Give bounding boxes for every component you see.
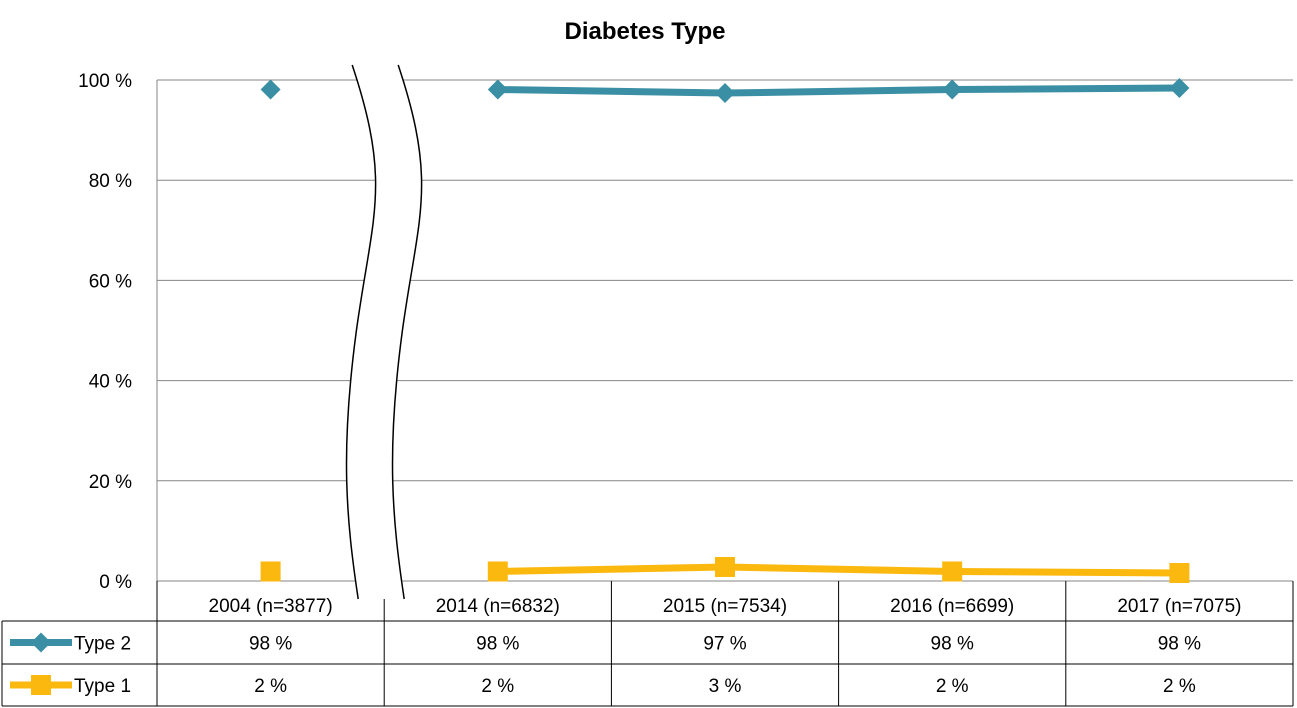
data-label: 2 % — [254, 676, 287, 697]
series-line-type-2 — [497, 84, 1180, 97]
x-tick-label: 2016 (n=6699) — [890, 596, 1014, 617]
data-point — [487, 79, 508, 100]
y-tick-label: 20 % — [89, 472, 132, 493]
chart-title: Diabetes Type — [565, 18, 726, 45]
x-tick-label: 2017 (n=7075) — [1117, 596, 1241, 617]
data-label: 97 % — [703, 634, 746, 655]
axis-break-edge — [345, 64, 377, 600]
gridlines — [156, 79, 1293, 621]
x-tick-label: 2015 (n=7534) — [663, 596, 787, 617]
data-point — [715, 83, 735, 104]
data-point — [942, 79, 963, 100]
x-tick-label: 2004 (n=3877) — [209, 596, 333, 617]
legend-marker — [31, 632, 51, 653]
data-point — [260, 561, 281, 582]
y-axis-ticks: 0 % 20 % 40 % 60 % 80 % 100 % — [78, 71, 132, 593]
axis-break — [345, 64, 423, 600]
data-label: 3 % — [709, 676, 742, 697]
axis-break-band — [346, 65, 422, 599]
x-tick-label: 2014 (n=6832) — [436, 596, 560, 617]
series-line-type-1 — [497, 563, 1180, 577]
legend-label: Type 1 — [74, 676, 131, 697]
data-table: 2004 (n=3877) 2014 (n=6832) 2015 (n=7534) 2… — [1, 581, 1294, 707]
data-point — [942, 561, 963, 582]
data-label: 2 % — [481, 676, 514, 697]
series-group — [260, 78, 1190, 583]
data-point — [1169, 562, 1190, 583]
data-point — [1169, 78, 1190, 99]
y-tick-label: 80 % — [89, 171, 132, 192]
legend-marker — [31, 675, 51, 695]
data-point — [260, 79, 281, 100]
data-label: 98 % — [476, 634, 519, 655]
data-label: 98 % — [249, 634, 292, 655]
data-label: 2 % — [1163, 676, 1196, 697]
y-tick-label: 0 % — [99, 572, 132, 593]
data-label: 2 % — [936, 676, 969, 697]
data-label: 98 % — [931, 634, 974, 655]
data-point — [715, 556, 735, 577]
y-tick-label: 100 % — [78, 71, 132, 92]
y-tick-label: 60 % — [89, 271, 132, 292]
legend-label: Type 2 — [74, 634, 131, 655]
data-point — [487, 561, 508, 582]
y-tick-label: 40 % — [89, 372, 132, 393]
axis-break-edge — [391, 64, 423, 600]
data-label: 98 % — [1158, 634, 1201, 655]
